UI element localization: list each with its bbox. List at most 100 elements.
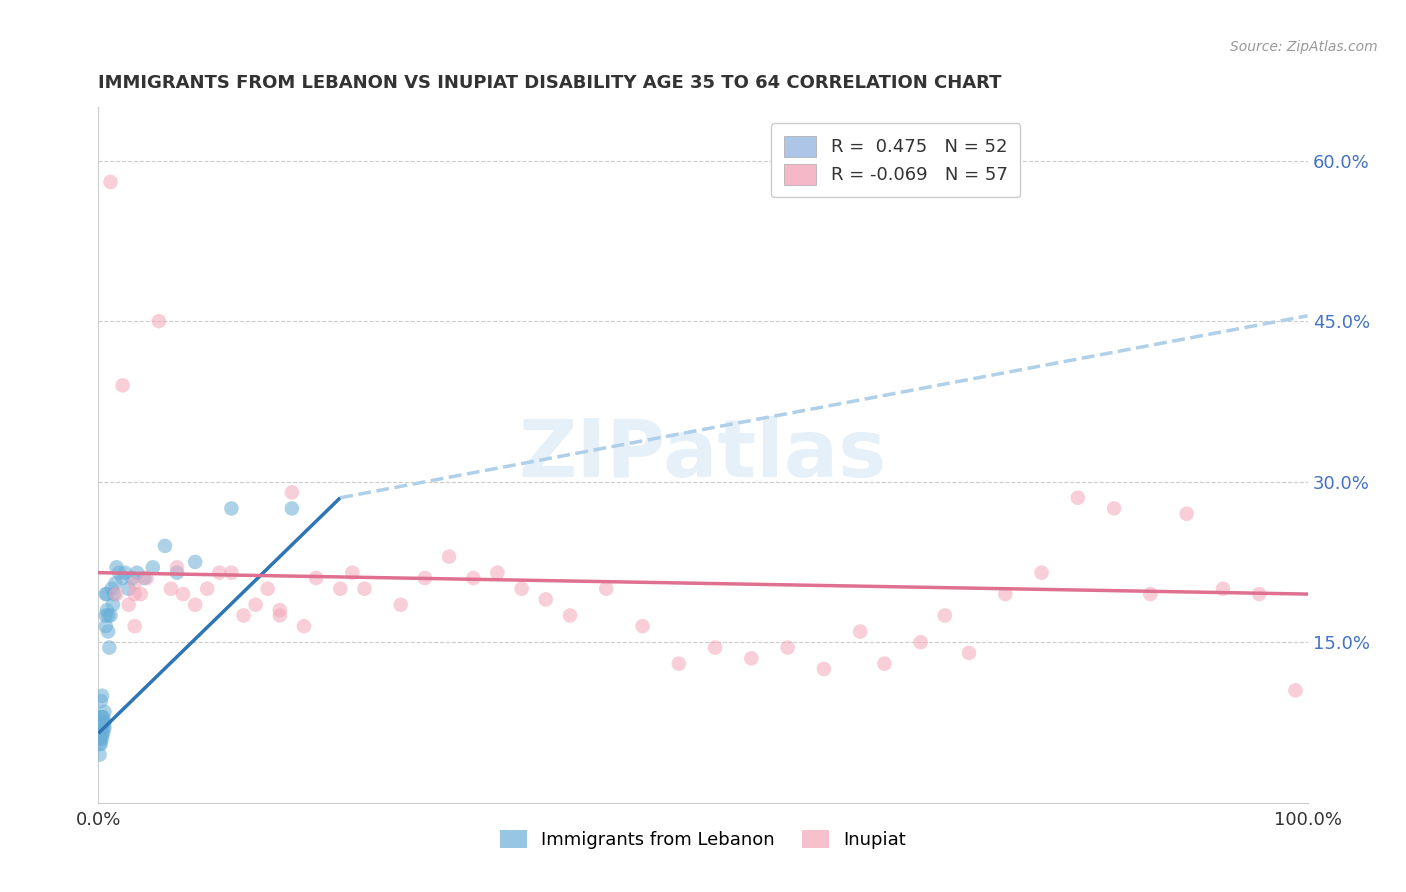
Point	[910, 635, 932, 649]
Point	[256, 582, 278, 596]
Point	[91, 721, 114, 735]
Point	[91, 710, 114, 724]
Point	[111, 571, 134, 585]
Point	[740, 651, 762, 665]
Point	[1284, 683, 1306, 698]
Point	[90, 731, 112, 746]
Point	[329, 582, 352, 596]
Point	[221, 566, 243, 580]
Point	[957, 646, 980, 660]
Point	[89, 721, 111, 735]
Point	[195, 582, 218, 596]
Point	[486, 566, 509, 580]
Point	[89, 726, 111, 740]
Point	[849, 624, 872, 639]
Point	[98, 640, 121, 655]
Point	[1067, 491, 1090, 505]
Point	[437, 549, 460, 564]
Point	[90, 721, 112, 735]
Point	[873, 657, 896, 671]
Point	[142, 560, 165, 574]
Point	[91, 726, 114, 740]
Point	[184, 555, 207, 569]
Point	[90, 715, 112, 730]
Point	[108, 566, 131, 580]
Point	[221, 501, 243, 516]
Point	[534, 592, 557, 607]
Point	[105, 560, 128, 574]
Point	[172, 587, 194, 601]
Point	[353, 582, 375, 596]
Point	[93, 721, 115, 735]
Point	[91, 731, 114, 746]
Point	[166, 560, 188, 574]
Point	[269, 608, 291, 623]
Point	[166, 566, 188, 580]
Point	[281, 501, 304, 516]
Point	[91, 721, 114, 735]
Point	[124, 587, 146, 601]
Point	[668, 657, 690, 671]
Point	[100, 175, 122, 189]
Point	[1102, 501, 1125, 516]
Point	[631, 619, 654, 633]
Point	[114, 566, 136, 580]
Point	[148, 314, 170, 328]
Point	[97, 608, 120, 623]
Point	[124, 576, 146, 591]
Point	[91, 689, 114, 703]
Point	[96, 603, 118, 617]
Point	[91, 710, 114, 724]
Point	[704, 640, 727, 655]
Point	[934, 608, 956, 623]
Point	[292, 619, 315, 633]
Point	[1175, 507, 1198, 521]
Point	[463, 571, 485, 585]
Point	[91, 726, 114, 740]
Point	[90, 726, 112, 740]
Point	[121, 571, 143, 585]
Point	[184, 598, 207, 612]
Point	[118, 598, 141, 612]
Point	[994, 587, 1017, 601]
Text: Source: ZipAtlas.com: Source: ZipAtlas.com	[1230, 40, 1378, 54]
Point	[1139, 587, 1161, 601]
Point	[595, 582, 617, 596]
Point	[305, 571, 328, 585]
Point	[558, 608, 581, 623]
Point	[93, 705, 115, 719]
Point	[104, 576, 127, 591]
Point	[813, 662, 835, 676]
Point	[90, 710, 112, 724]
Legend: Immigrants from Lebanon, Inupiat: Immigrants from Lebanon, Inupiat	[492, 822, 914, 856]
Point	[1249, 587, 1271, 601]
Point	[135, 571, 157, 585]
Point	[111, 378, 134, 392]
Point	[91, 715, 114, 730]
Point	[96, 587, 118, 601]
Point	[101, 598, 124, 612]
Point	[89, 737, 111, 751]
Point	[413, 571, 436, 585]
Point	[127, 566, 149, 580]
Point	[160, 582, 183, 596]
Point	[100, 608, 122, 623]
Point	[93, 715, 115, 730]
Point	[232, 608, 254, 623]
Point	[208, 566, 231, 580]
Point	[281, 485, 304, 500]
Point	[118, 582, 141, 596]
Point	[129, 587, 152, 601]
Point	[103, 587, 125, 601]
Point	[510, 582, 533, 596]
Point	[100, 582, 122, 596]
Point	[94, 619, 117, 633]
Point	[97, 624, 120, 639]
Point	[124, 619, 146, 633]
Point	[134, 571, 156, 585]
Point	[245, 598, 267, 612]
Point	[89, 731, 111, 746]
Point	[153, 539, 176, 553]
Point	[1031, 566, 1053, 580]
Point	[389, 598, 412, 612]
